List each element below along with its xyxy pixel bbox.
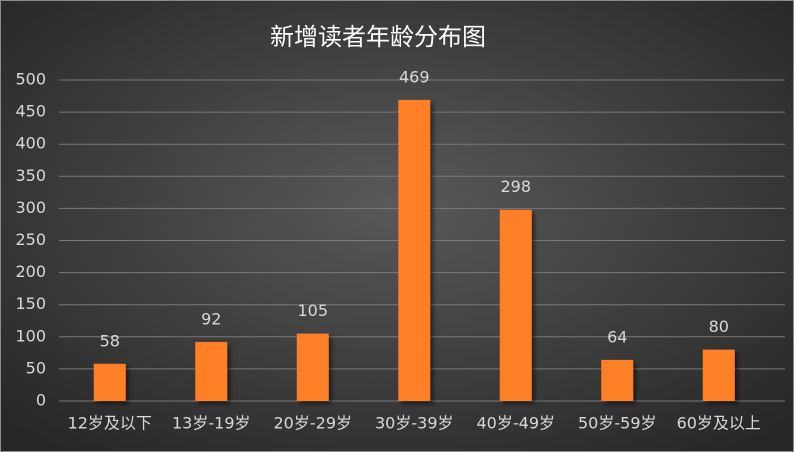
chart-title: 新增读者年龄分布图 [270, 23, 486, 51]
data-label: 80 [709, 317, 729, 336]
bar [398, 99, 431, 401]
y-tick-label: 350 [15, 166, 46, 185]
data-label: 58 [100, 331, 120, 350]
data-label: 469 [399, 67, 430, 86]
data-label: 92 [201, 309, 221, 328]
bar [702, 349, 735, 401]
bar [499, 209, 532, 401]
x-tick-label: 20岁-29岁 [274, 414, 353, 433]
x-tick-label: 12岁及以下 [68, 414, 152, 433]
x-tick-label: 30岁-39岁 [375, 414, 454, 433]
y-tick-label: 300 [15, 198, 46, 217]
data-label: 298 [500, 177, 531, 196]
y-tick-label: 450 [15, 102, 46, 121]
y-tick-label: 200 [15, 262, 46, 281]
y-tick-label: 0 [36, 391, 46, 410]
y-tick-label: 400 [15, 134, 46, 153]
x-tick-label: 60岁及以上 [677, 414, 761, 433]
y-tick-label: 500 [15, 70, 46, 89]
data-label: 105 [297, 301, 328, 320]
y-tick-label: 250 [15, 230, 46, 249]
y-tick-label: 50 [26, 358, 46, 377]
bar [296, 333, 329, 401]
x-tick-label: 50岁-59岁 [578, 414, 657, 433]
bar [195, 341, 228, 401]
data-label: 64 [607, 327, 627, 346]
y-tick-label: 150 [15, 294, 46, 313]
y-tick-label: 100 [15, 326, 46, 345]
bar [93, 363, 126, 401]
x-tick-label: 13岁-19岁 [172, 414, 251, 433]
bar [601, 359, 634, 401]
x-tick-label: 40岁-49岁 [477, 414, 556, 433]
